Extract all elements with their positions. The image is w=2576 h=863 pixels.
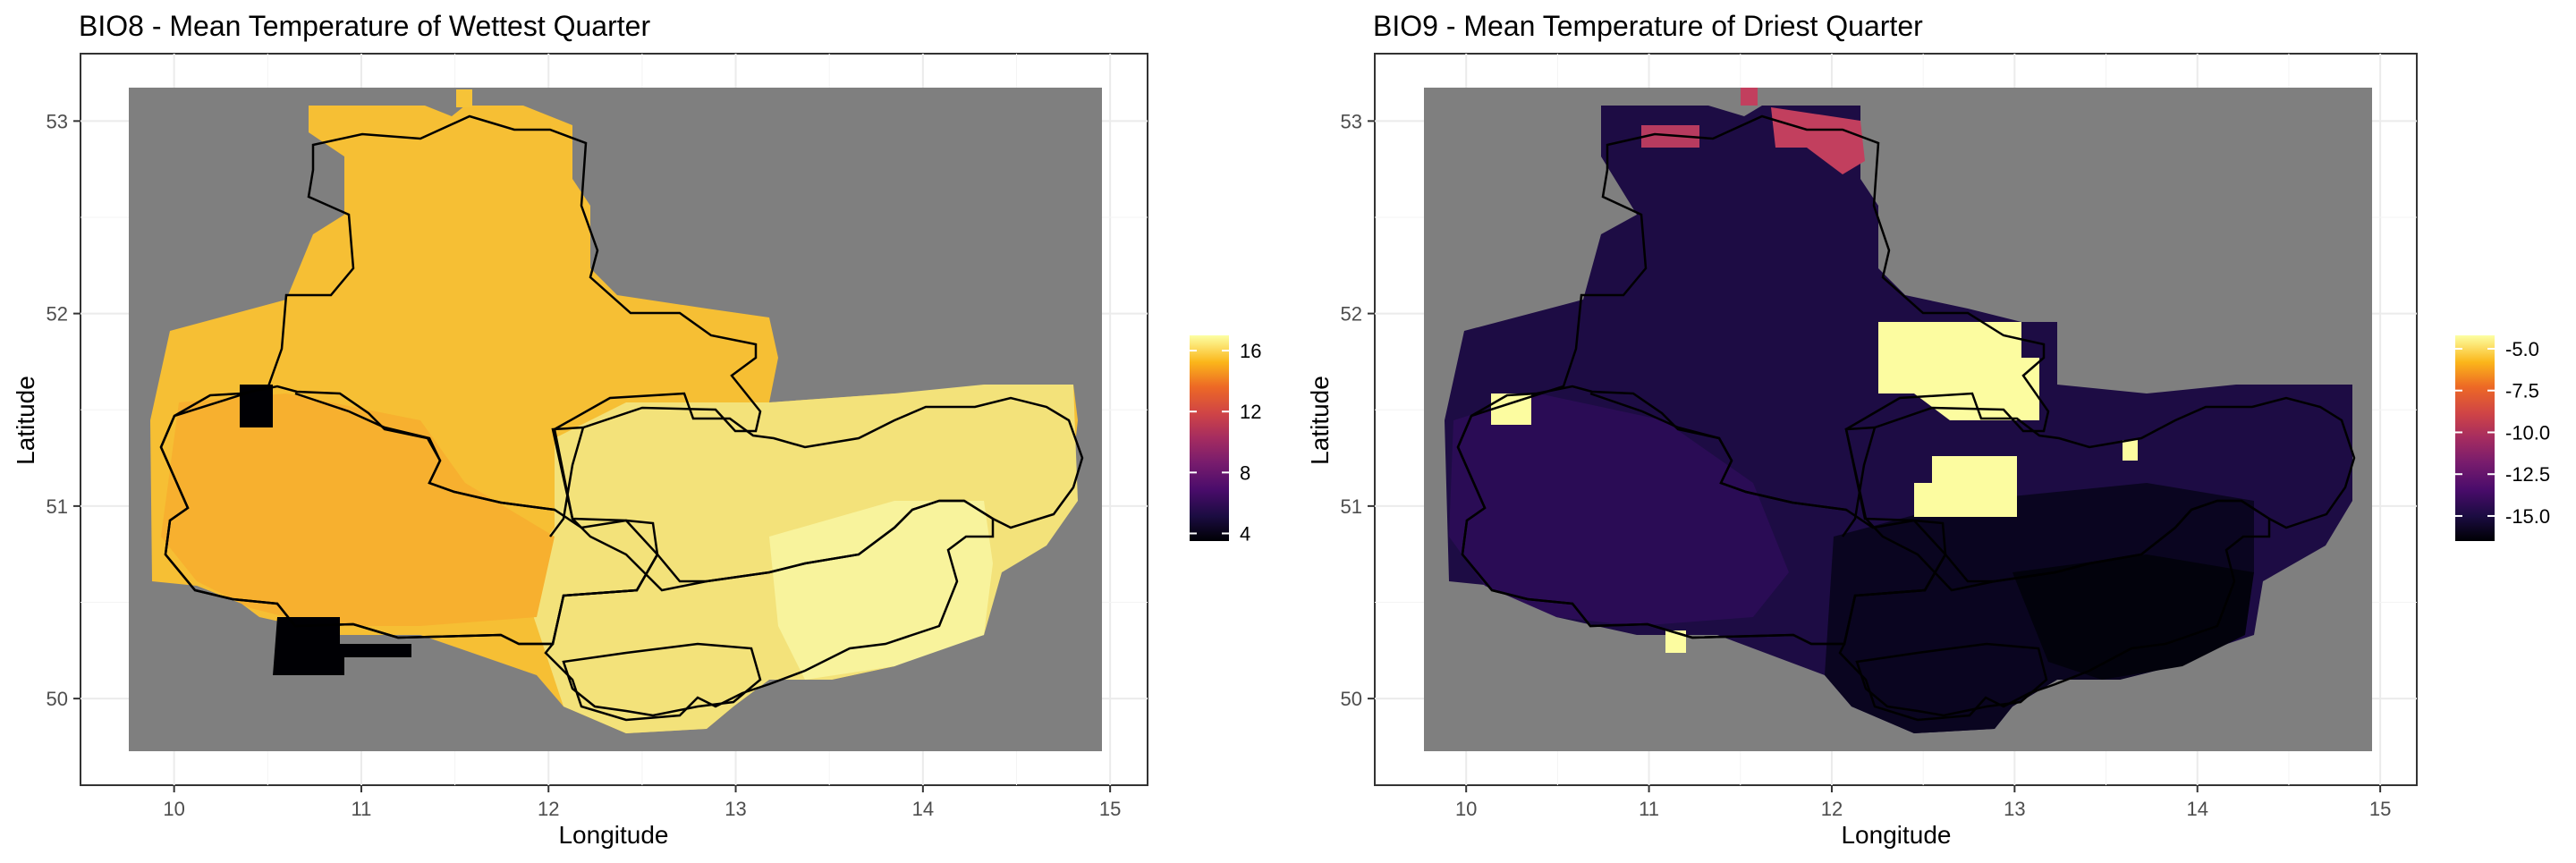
colorbar-tick-label: -10.0 [2505, 421, 2550, 444]
colorbar-bio9 [2455, 335, 2495, 541]
y-tick-label: 53 [1341, 110, 1362, 132]
chart-panel-bio8: BIO8 - Mean Temperature of Wettest Quart… [12, 10, 1261, 849]
colorbar-ticks-bio9: -5.0 -7.5 -10.0 -12.5 -15.0 [2455, 338, 2550, 528]
x-tick-label: 12 [538, 798, 559, 820]
colorbar-tick-label: 16 [1240, 340, 1261, 362]
colorbar-tick-label: -5.0 [2505, 338, 2539, 360]
colorbar-bio8 [1190, 335, 1229, 541]
x-tick-label: 10 [163, 798, 184, 820]
raster-cells-bio8 [150, 89, 1078, 733]
colorbar-tick-label: -15.0 [2505, 505, 2550, 528]
x-tick-label: 14 [2186, 798, 2207, 820]
x-tick-label: 11 [1639, 798, 1659, 820]
colorbar-tick-label: -7.5 [2505, 380, 2539, 402]
region-outline-bio9 [1456, 114, 2356, 722]
y-tick-label: 53 [47, 110, 68, 132]
x-tick-label: 11 [352, 798, 372, 820]
chart-title-bio8: BIO8 - Mean Temperature of Wettest Quart… [79, 10, 650, 42]
x-tick-label: 10 [1455, 798, 1477, 820]
axis-ticks-bio9: 10 11 12 13 14 15 50 51 52 53 [1341, 110, 2392, 820]
x-axis-title-bio8: Longitude [558, 821, 668, 849]
colorbar-tick-label: 12 [1240, 401, 1261, 423]
colorbar-tick-label: 4 [1240, 522, 1250, 545]
y-axis-title-bio8: Latitude [12, 376, 39, 465]
y-tick-label: 52 [47, 303, 68, 326]
x-axis-title-bio9: Longitude [1841, 821, 1951, 849]
x-tick-label: 13 [2004, 798, 2025, 820]
colorbar-ticks-bio8: 4 8 12 16 [1190, 340, 1261, 545]
y-tick-label: 50 [1341, 688, 1362, 710]
x-tick-label: 13 [724, 798, 746, 820]
colorbar-tick-label: -12.5 [2505, 463, 2550, 486]
y-tick-label: 52 [1341, 303, 1362, 326]
chart-panel-bio9: BIO9 - Mean Temperature of Driest Quarte… [1306, 10, 2550, 849]
chart-title-bio9: BIO9 - Mean Temperature of Driest Quarte… [1373, 10, 1923, 42]
y-axis-title-bio9: Latitude [1306, 376, 1334, 465]
y-tick-label: 50 [47, 688, 68, 710]
axis-ticks-bio8: 10 11 12 13 14 15 50 51 52 53 [47, 110, 1122, 820]
x-tick-label: 14 [912, 798, 934, 820]
region-outline-bio8 [159, 114, 1084, 722]
x-tick-label: 12 [1821, 798, 1843, 820]
x-tick-label: 15 [2369, 798, 2391, 820]
y-tick-label: 51 [1341, 495, 1362, 518]
x-tick-label: 15 [1099, 798, 1121, 820]
y-tick-label: 51 [47, 495, 68, 518]
colorbar-tick-label: 8 [1240, 461, 1250, 484]
